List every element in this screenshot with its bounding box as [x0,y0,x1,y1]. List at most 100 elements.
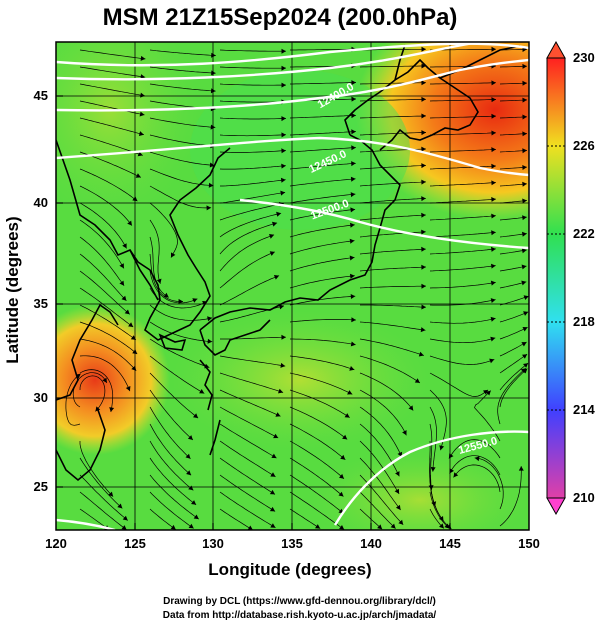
streamline-arrowhead [421,283,426,289]
streamline-arrowhead [340,454,346,460]
streamline [79,83,145,97]
streamline [289,508,321,529]
streamline-arrowhead [132,196,138,202]
streamline-arrowhead [351,161,356,167]
streamline-arrowhead [421,196,426,202]
streamline-arrowhead [339,473,344,479]
streamline [219,134,287,137]
streamline-arrowhead [140,74,146,80]
streamline-arrowhead [522,165,527,170]
streamline [429,165,496,170]
x-tick-label: 150 [518,536,540,551]
credit-data: Data from http://database.rish.kyoto-u.a… [162,610,437,621]
streamline-arrowhead [350,176,356,182]
streamline-arrowhead [421,113,426,119]
height-contours [56,42,529,530]
wind-streamlines [65,46,529,530]
streamline [79,66,146,78]
streamline [219,275,280,306]
streamline-arrowhead [276,211,282,217]
streamline-arrowhead [247,525,253,530]
streamline-arrowhead [421,146,426,152]
colorbar [546,40,566,516]
streamline [219,508,254,530]
streamline-arrowhead [491,197,496,202]
streamline-arrowhead [483,389,489,395]
streamline [429,149,496,153]
streamline-arrowhead [192,298,198,303]
streamline [359,132,426,136]
streamline-arrowhead [132,349,138,354]
streamline [219,457,276,495]
streamline-arrowhead [421,179,426,185]
streamline-arrowhead [350,294,356,299]
streamline [289,147,356,153]
streamline-arrowhead [281,116,286,122]
streamline-arrowhead [521,264,527,270]
streamline-arrowhead [163,292,169,298]
streamline-arrowhead [280,190,286,196]
streamline-arrowhead [281,132,286,138]
streamline-arrowhead [121,295,127,301]
streamline [499,341,527,357]
streamline-arrowhead [421,229,426,235]
streamline-arrowhead [270,472,276,477]
streamline [429,231,496,238]
streamline-arrowhead [521,342,527,347]
streamline [149,423,192,476]
streamline [79,474,129,521]
streamline-arrowhead [522,131,527,137]
streamline-arrowhead [522,97,527,103]
streamline [219,406,279,439]
streamline-arrowhead [347,390,353,395]
streamline-arrowhead [281,65,286,71]
streamline-arrowhead [130,335,136,340]
streamline [359,165,426,170]
streamline-arrowhead [210,88,216,94]
streamline-arrowhead [421,63,426,69]
streamline [219,251,275,289]
streamline [149,304,213,321]
streamline [79,202,127,249]
streamline [474,457,504,510]
streamline-arrowhead [117,503,123,509]
streamline-arrowhead [351,113,356,119]
streamline-arrowhead [208,182,214,188]
streamline [359,491,396,529]
streamline [79,236,125,286]
streamline [290,338,356,346]
streamline-arrowhead [193,514,199,520]
streamline [149,508,177,530]
streamline-arrowhead [350,222,355,228]
streamline [430,82,497,85]
streamline [149,168,214,186]
y-tick-label: 45 [33,88,48,103]
streamline [499,368,528,408]
streamline [499,362,529,391]
streamline-arrowhead [125,386,131,392]
streamline-arrowhead [523,363,529,368]
streamline [359,389,407,436]
streamline-arrowhead [102,377,107,383]
streamline [289,209,356,221]
streamline-arrowhead [491,180,496,186]
streamline [429,132,497,136]
streamline [429,248,496,255]
streamline [429,215,496,221]
credit-drawing: Drawing by DCL (https://www.gfd-dennou.o… [163,596,436,607]
streamline-arrowhead [124,309,130,315]
colorbar-tick-label: 230 [573,50,595,65]
streamline [449,455,501,476]
streamline [149,440,194,491]
streamline [219,49,286,52]
streamline [429,265,496,272]
streamline [220,179,286,187]
streamline [497,368,527,425]
streamline [429,355,495,365]
streamline [359,198,426,204]
streamline-arrowhead [278,388,284,394]
streamline [149,202,178,258]
streamline-arrowhead [269,489,275,495]
streamline-arrowhead [521,248,527,254]
